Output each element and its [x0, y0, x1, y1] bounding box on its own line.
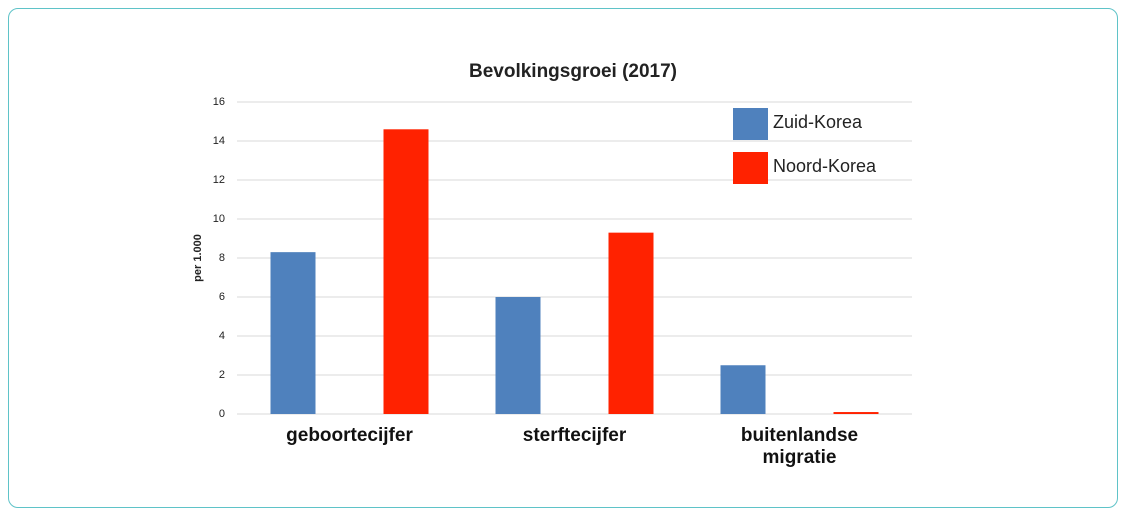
x-tick-label: buitenlandse migratie — [740, 425, 859, 468]
chart-title: Bevolkingsgroei (2017) — [469, 61, 677, 82]
x-tick-label: sterftecijfer — [522, 425, 627, 446]
y-tick-label: 2 — [219, 369, 225, 381]
y-tick-label: 12 — [213, 174, 225, 186]
y-tick-label: 6 — [219, 291, 225, 303]
y-tick-label: 4 — [219, 330, 225, 342]
bar — [270, 252, 316, 414]
chart: Bevolkingsgroei (2017) per 1.000 0 2 4 6 8 10… — [192, 61, 912, 420]
y-axis-label: per 1.000 — [192, 234, 204, 282]
bar — [608, 232, 654, 414]
bar — [495, 297, 541, 414]
page: Bevolkingsgroei (2017) per 1.000 0 2 4 6 8 10… — [8, 8, 1118, 508]
bar — [720, 365, 766, 414]
y-tick-label: 14 — [213, 135, 225, 147]
legend-label: Noord-Korea — [773, 156, 877, 176]
legend-swatch — [733, 152, 768, 184]
x-tick-label: geboortecijfer — [286, 425, 413, 446]
bar — [383, 129, 429, 415]
y-tick-label: 10 — [213, 213, 225, 225]
y-tick-label: 8 — [219, 252, 225, 264]
legend-label: Zuid-Korea — [773, 112, 863, 132]
y-tick-label: 0 — [219, 408, 225, 420]
bar — [833, 412, 879, 414]
y-tick-label: 16 — [213, 96, 225, 108]
legend-swatch — [733, 108, 768, 140]
